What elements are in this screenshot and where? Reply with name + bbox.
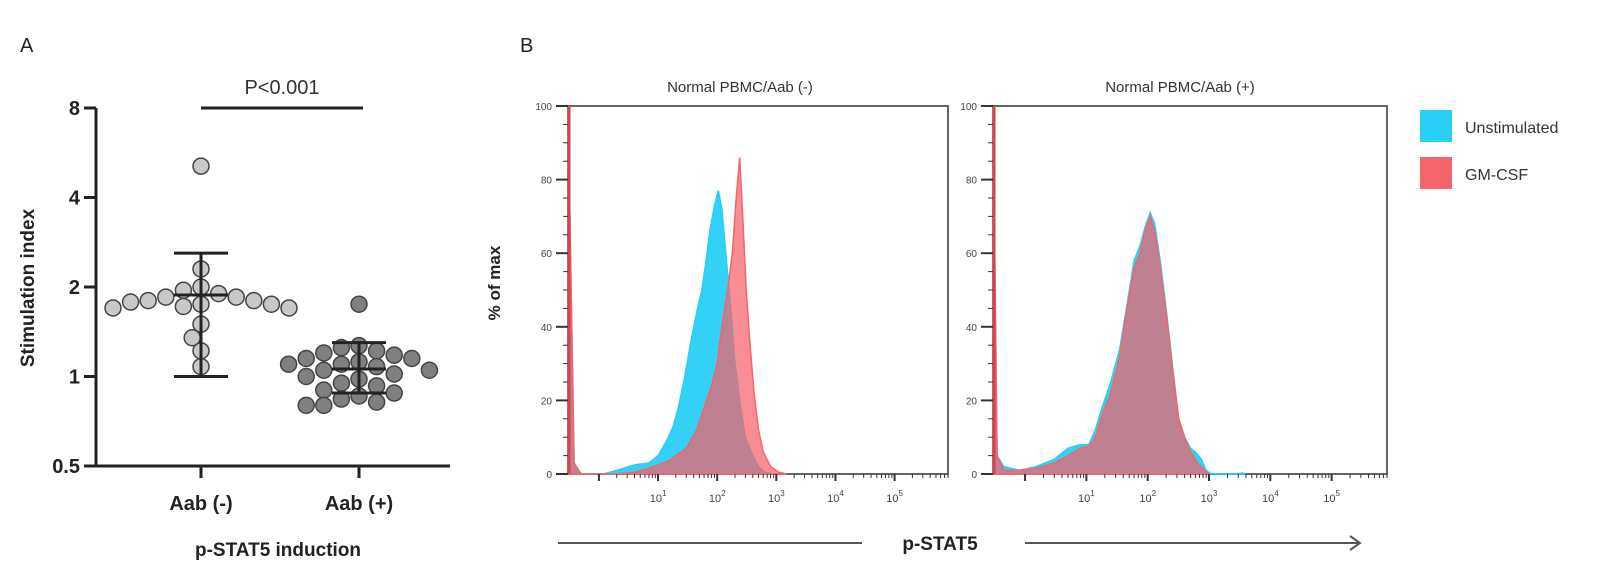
a-data-point <box>315 381 333 399</box>
a-data-point <box>315 396 333 415</box>
hist-x-axis-title: p-STAT5 <box>902 534 978 555</box>
hist-y-tick-label: 20 <box>541 396 553 407</box>
a-data-point <box>174 297 193 316</box>
p-value-annotation: P<0.001 <box>244 77 319 99</box>
hist-x-tick-label: 103 <box>1201 489 1218 505</box>
hist-y-tick-label: 20 <box>966 396 978 407</box>
a-data-point <box>227 288 245 306</box>
a-data-point <box>157 288 175 306</box>
a-data-point <box>367 393 386 411</box>
a-data-point <box>403 349 421 368</box>
a-data-point <box>385 384 403 402</box>
a-x-tick-label: Aab (-) <box>169 493 232 515</box>
a-data-points <box>104 157 439 415</box>
a-data-point <box>192 157 210 175</box>
a-data-point <box>315 344 333 362</box>
a-data-point <box>385 365 403 383</box>
hist-x-tick-label: 104 <box>827 489 844 505</box>
a-data-point <box>297 396 315 415</box>
a-data-point <box>280 299 298 317</box>
hist-y-tick-label: 0 <box>971 470 977 481</box>
a-x-ticks: Aab (-) Aab (+) <box>169 466 393 515</box>
hist-area-gm-csf <box>567 105 787 475</box>
hist-y-tick-label: 100 <box>535 102 552 113</box>
panel-label-b: B <box>520 35 533 57</box>
a-data-point <box>367 357 386 376</box>
panel-label-a: A <box>20 35 34 57</box>
hist-y-tick-label: 100 <box>960 102 977 113</box>
panel-a-dot-plot: 0.5 1 2 4 8 Aab (-) Aab (+) Stimulation index… <box>18 77 450 561</box>
a-data-point <box>350 295 368 313</box>
hist-y-axis-title: % of max <box>485 245 504 320</box>
a-y-tick-label: 0.5 <box>52 456 80 478</box>
a-data-point <box>315 361 333 379</box>
hist-y-tick-label: 80 <box>966 176 978 187</box>
a-y-tick-label: 1 <box>69 367 80 389</box>
hist-area-gm-csf <box>992 105 1212 475</box>
hist-x-tick-label: 105 <box>1323 489 1340 505</box>
a-data-point <box>367 342 386 360</box>
a-y-tick-label: 2 <box>69 277 80 299</box>
hist-y-tick-label: 60 <box>966 249 978 260</box>
histogram-aab-positive: Normal PBMC/Aab (+) 0 20 40 60 80 100 101 102 10… <box>960 79 1388 505</box>
legend: Unstimulated GM-CSF <box>1420 110 1558 189</box>
a-data-point <box>385 346 403 364</box>
hist-x-tick-label: 103 <box>768 489 785 505</box>
hist-x-tick-label: 104 <box>1262 489 1279 505</box>
a-data-point <box>297 349 315 368</box>
hist-x-tick-label: 102 <box>1139 489 1156 505</box>
hist-x-tick-label: 101 <box>650 489 667 505</box>
a-data-point <box>104 299 122 317</box>
a-data-point <box>332 374 351 392</box>
legend-label-gm-csf: GM-CSF <box>1465 167 1528 184</box>
histogram-aab-negative: Normal PBMC/Aab (-) 0 20 40 60 80 100 101 102 10… <box>535 79 949 505</box>
a-x-tick-label: Aab (+) <box>325 493 393 515</box>
hist-x-tick-label: 101 <box>1078 489 1095 505</box>
hist-x-tick-label: 105 <box>886 489 903 505</box>
hist-right-title: Normal PBMC/Aab (+) <box>1105 79 1255 96</box>
arrow-head-icon <box>1349 535 1362 551</box>
a-data-point <box>279 355 298 373</box>
hist-y-tick-label: 40 <box>966 323 978 334</box>
hist-y-tick-label: 60 <box>541 249 553 260</box>
a-data-point <box>121 293 140 311</box>
hist-frame <box>567 105 949 475</box>
a-data-point <box>420 361 439 379</box>
a-data-point <box>139 291 157 310</box>
hist-frame <box>992 105 1388 475</box>
legend-swatch-gm-csf <box>1420 157 1452 189</box>
hist-y-tick-label: 80 <box>541 176 553 187</box>
hist-x-tick-label: 102 <box>709 489 726 505</box>
a-data-point <box>332 390 351 408</box>
hist-y-tick-label: 40 <box>541 323 553 334</box>
a-x-axis-title: p-STAT5 induction <box>195 540 361 561</box>
hist-y-tick-label: 0 <box>546 470 552 481</box>
a-y-tick-label: 8 <box>69 98 80 120</box>
a-data-point <box>245 291 263 310</box>
a-y-tick-label: 4 <box>69 188 81 210</box>
hist-left-title: Normal PBMC/Aab (-) <box>667 79 813 96</box>
a-data-point <box>297 367 315 386</box>
legend-label-unstimulated: Unstimulated <box>1465 120 1558 137</box>
a-error-bars <box>174 251 386 395</box>
a-y-ticks: 0.5 1 2 4 8 <box>52 98 96 478</box>
legend-swatch-unstimulated <box>1420 110 1452 142</box>
a-y-axis-title: Stimulation index <box>18 208 39 367</box>
a-data-point <box>367 377 386 395</box>
a-data-point <box>262 295 281 313</box>
